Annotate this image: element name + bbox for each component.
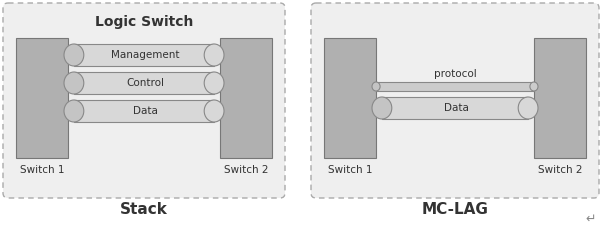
FancyBboxPatch shape [3, 3, 285, 198]
Text: Data: Data [444, 103, 468, 113]
Text: protocol: protocol [433, 69, 476, 79]
Ellipse shape [372, 82, 380, 91]
Polygon shape [382, 97, 528, 119]
Ellipse shape [372, 97, 392, 119]
FancyBboxPatch shape [16, 38, 68, 158]
Ellipse shape [204, 44, 224, 66]
Text: Switch 1: Switch 1 [327, 165, 372, 175]
Text: MC-LAG: MC-LAG [421, 202, 488, 216]
Ellipse shape [204, 100, 224, 122]
Text: Logic Switch: Logic Switch [95, 15, 193, 29]
Polygon shape [376, 82, 534, 91]
FancyBboxPatch shape [324, 38, 376, 158]
Ellipse shape [64, 100, 84, 122]
Text: Switch 2: Switch 2 [224, 165, 268, 175]
Ellipse shape [204, 72, 224, 94]
Text: Control: Control [126, 78, 164, 88]
Text: Switch 2: Switch 2 [538, 165, 582, 175]
Ellipse shape [64, 72, 84, 94]
Text: Management: Management [111, 50, 179, 60]
FancyBboxPatch shape [311, 3, 599, 198]
Text: ↵: ↵ [586, 213, 596, 226]
Polygon shape [74, 44, 214, 66]
Polygon shape [74, 72, 214, 94]
Polygon shape [74, 100, 214, 122]
Text: Data: Data [132, 106, 158, 116]
FancyBboxPatch shape [534, 38, 586, 158]
Ellipse shape [518, 97, 538, 119]
Text: Switch 1: Switch 1 [20, 165, 64, 175]
FancyBboxPatch shape [220, 38, 272, 158]
Ellipse shape [530, 82, 538, 91]
Text: Stack: Stack [120, 202, 168, 216]
Ellipse shape [64, 44, 84, 66]
